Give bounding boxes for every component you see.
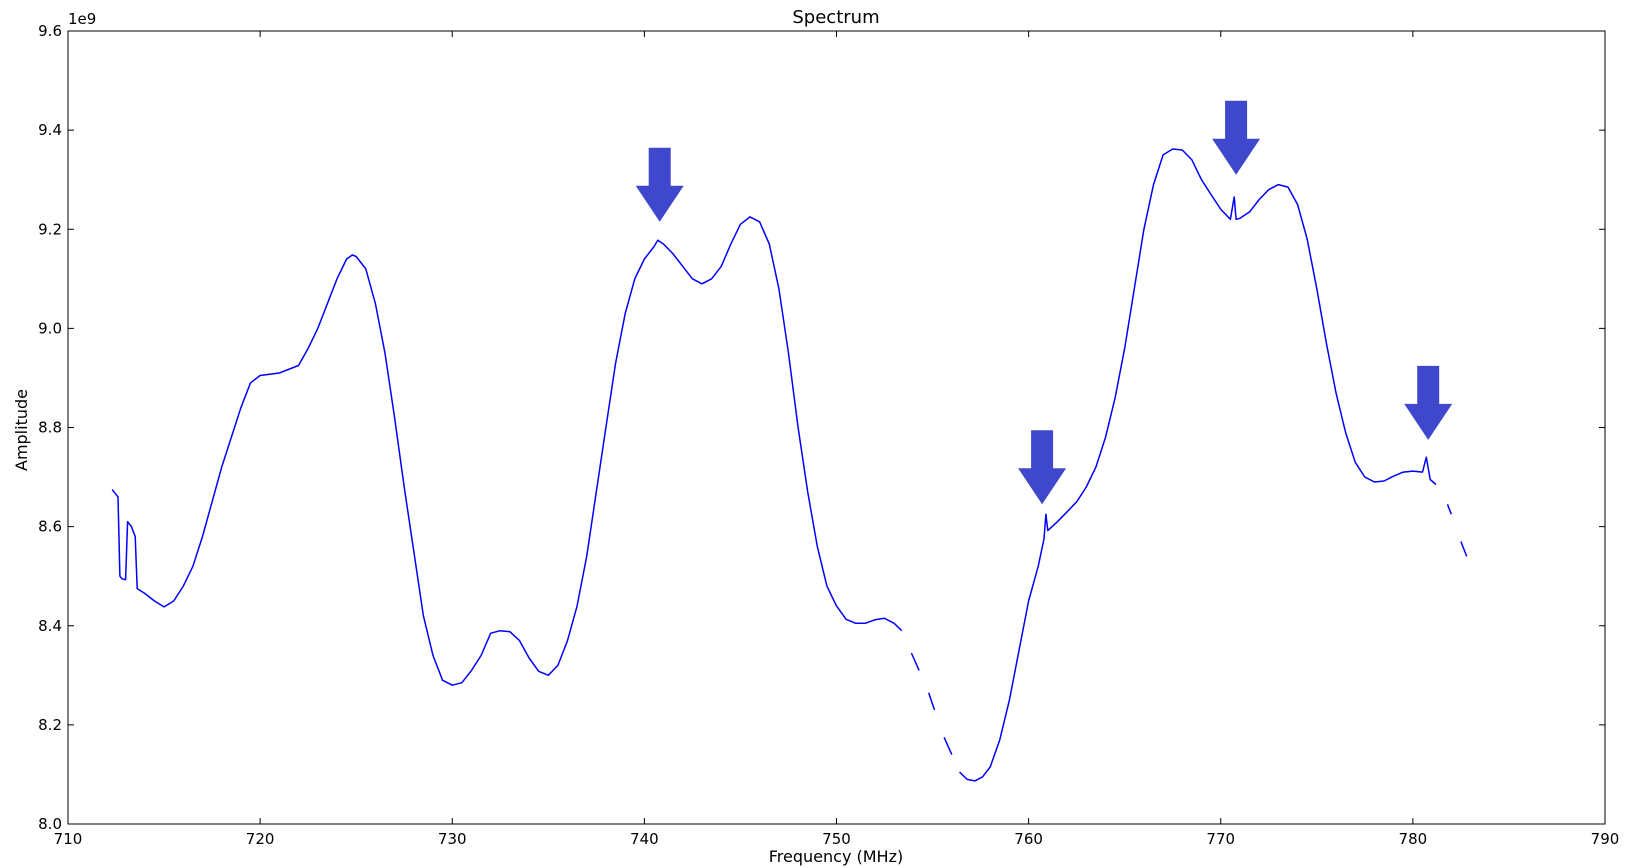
chart-title: Spectrum xyxy=(792,7,879,28)
x-tick-label: 780 xyxy=(1399,830,1428,848)
y-tick-label: 8.0 xyxy=(38,815,62,833)
y-tick-label: 9.4 xyxy=(38,121,62,139)
x-tick-label: 730 xyxy=(438,830,467,848)
x-tick-label: 790 xyxy=(1591,830,1620,848)
y-offset-label: 1e9 xyxy=(68,10,96,28)
spectrum-line-segment xyxy=(958,148,1437,782)
arrow-down-annotation xyxy=(1018,430,1067,505)
spectrum-line-segment xyxy=(1446,504,1453,515)
x-tick-label: 760 xyxy=(1014,830,1043,848)
y-tick-label: 8.6 xyxy=(38,518,62,536)
x-tick-label: 720 xyxy=(246,830,275,848)
y-axis-label: Amplitude xyxy=(12,389,31,471)
spectrum-line-segment xyxy=(927,692,936,711)
x-tick-label: 740 xyxy=(630,830,659,848)
x-axis-label: Frequency (MHz) xyxy=(769,847,903,866)
axis-ticks: 710 720 730 740 750 760 770 780 790 8.0 8.2 8.4 8.6 8… xyxy=(38,22,1619,848)
x-tick-label: 770 xyxy=(1206,830,1235,848)
x-tick-label: 710 xyxy=(54,830,83,848)
arrow-down-annotation xyxy=(635,147,684,222)
spectrum-line-segment xyxy=(943,736,953,755)
plot-area xyxy=(111,100,1468,782)
arrow-down-annotation xyxy=(1404,365,1453,440)
y-tick-label: 8.4 xyxy=(38,617,62,635)
y-tick-label: 9.0 xyxy=(38,319,62,337)
spectrum-line-segment xyxy=(111,216,903,686)
y-tick-label: 9.2 xyxy=(38,220,62,238)
y-tick-label: 9.6 xyxy=(38,22,62,40)
x-tick-label: 750 xyxy=(822,830,851,848)
y-tick-label: 8.8 xyxy=(38,419,62,437)
y-tick-label: 8.2 xyxy=(38,716,62,734)
spectrum-line-segment xyxy=(1460,541,1468,557)
spectrum-line-segment xyxy=(910,652,920,671)
arrow-down-annotation xyxy=(1212,100,1261,175)
